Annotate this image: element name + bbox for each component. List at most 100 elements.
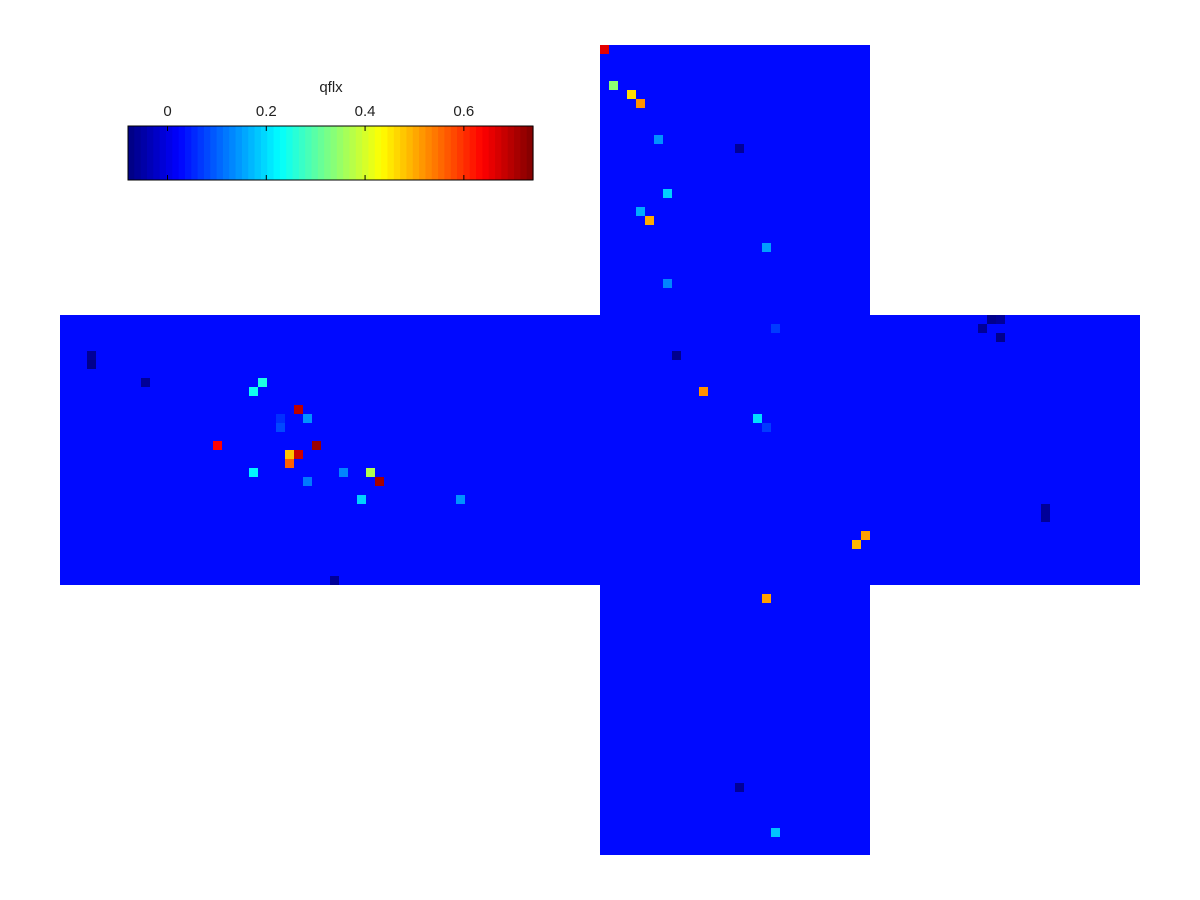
heatmap-cell (852, 540, 861, 549)
cube-faces (60, 45, 1140, 855)
colorbar-tick-label: 0.4 (355, 103, 376, 120)
heatmap-cell (663, 279, 672, 288)
face-bottom (600, 585, 870, 855)
colorbar-segment (248, 126, 256, 180)
colorbar-segment (368, 126, 376, 180)
colorbar-segment (343, 126, 351, 180)
heatmap-cell (87, 351, 96, 360)
colorbar-segment (178, 126, 186, 180)
colorbar: qflx 0 0.2 0.4 0.6 (127, 79, 534, 181)
colorbar-segment (406, 126, 414, 180)
colorbar-segment (241, 126, 249, 180)
heatmap-cell (735, 144, 744, 153)
heatmap-cell (339, 468, 348, 477)
heatmap-cell (771, 828, 780, 837)
colorbar-segment (165, 126, 173, 180)
colorbar-segment (254, 126, 262, 180)
colorbar-segment (128, 126, 135, 180)
colorbar-segment (317, 126, 325, 180)
heatmap-cell (87, 360, 96, 369)
colorbar-segment (444, 126, 452, 180)
colorbar-segment (336, 126, 344, 180)
colorbar-segment (235, 126, 243, 180)
colorbar-segment (438, 126, 446, 180)
face-center (600, 315, 870, 585)
heatmap-cell (303, 414, 312, 423)
heatmap-cell (663, 189, 672, 198)
heatmap-cell (456, 495, 465, 504)
colorbar-segment (292, 126, 300, 180)
colorbar-segment (140, 126, 148, 180)
colorbar-segment (514, 126, 521, 180)
heatmap-cells (87, 45, 1050, 837)
colorbar-segment (381, 126, 389, 180)
face-left (60, 315, 600, 585)
heatmap-cell (141, 378, 150, 387)
colorbar-segment (324, 126, 332, 180)
face-top (600, 45, 870, 315)
colorbar-tick-label: 0.6 (453, 103, 474, 120)
colorbar-segment (476, 126, 483, 180)
colorbar-segment (298, 126, 306, 180)
colorbar-gradient (128, 126, 534, 180)
colorbar-segment (216, 126, 224, 180)
colorbar-segment (495, 126, 502, 180)
heatmap-cell (699, 387, 708, 396)
heatmap-cell (987, 315, 996, 324)
heatmap-cell (330, 576, 339, 585)
colorbar-frame (127, 125, 534, 181)
colorbar-segment (374, 126, 382, 180)
heatmap-cell (375, 477, 384, 486)
heatmap-cell (771, 324, 780, 333)
colorbar-segment (311, 126, 319, 180)
colorbar-segment (362, 126, 370, 180)
heatmap-cell (213, 441, 222, 450)
heatmap-cell (294, 405, 303, 414)
colorbar-segment (349, 126, 357, 180)
colorbar-segment (431, 126, 439, 180)
colorbar-segment (222, 126, 230, 180)
colorbar-segment (419, 126, 427, 180)
heatmap-cell (276, 423, 285, 432)
heatmap-cell (258, 378, 267, 387)
face-right (870, 315, 1140, 585)
colorbar-segment (273, 126, 281, 180)
heatmap-cell (285, 459, 294, 468)
heatmap-cell (978, 324, 987, 333)
colorbar-segment (203, 126, 211, 180)
colorbar-segment (457, 126, 464, 180)
colorbar-segment (400, 126, 408, 180)
colorbar-label: qflx (319, 79, 343, 96)
colorbar-segment (469, 126, 477, 180)
colorbar-tick-labels: 0 0.2 0.4 0.6 (163, 103, 474, 120)
heatmap-cell (627, 90, 636, 99)
heatmap-cell (249, 468, 258, 477)
colorbar-segment (463, 126, 471, 180)
heatmap-cell (672, 351, 681, 360)
heatmap-cell (1041, 513, 1050, 522)
heatmap-cell (996, 333, 1005, 342)
colorbar-segment (501, 126, 509, 180)
heatmap-cell (303, 477, 312, 486)
colorbar-segment (153, 126, 161, 180)
heatmap-cell (1041, 504, 1050, 513)
colorbar-segment (197, 126, 205, 180)
colorbar-segment (482, 126, 490, 180)
heatmap-cell (249, 387, 258, 396)
colorbar-segment (146, 126, 154, 180)
colorbar-ticks (167, 126, 465, 180)
colorbar-segment (520, 126, 528, 180)
colorbar-segment (172, 126, 180, 180)
colorbar-segment (159, 126, 167, 180)
heatmap-cell (762, 423, 771, 432)
colorbar-segment (267, 126, 275, 180)
heatmap-cell (312, 441, 321, 450)
heatmap-cell (636, 207, 645, 216)
colorbar-segment (488, 126, 496, 180)
colorbar-segment (184, 126, 192, 180)
colorbar-segment (450, 126, 458, 180)
colorbar-segment (425, 126, 433, 180)
colorbar-segment (279, 126, 287, 180)
heatmap-cell (861, 531, 870, 540)
